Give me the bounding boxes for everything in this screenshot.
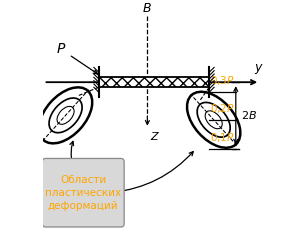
Text: $0{,}3P$: $0{,}3P$ <box>210 74 235 87</box>
Bar <box>99 77 209 87</box>
Text: $0{,}1P$: $0{,}1P$ <box>210 131 235 144</box>
Text: Области
пластических
деформаций: Области пластических деформаций <box>45 175 121 211</box>
FancyBboxPatch shape <box>43 158 124 227</box>
Text: $Z$: $Z$ <box>150 130 160 142</box>
Text: $B$: $B$ <box>143 2 152 15</box>
Text: $P$: $P$ <box>56 42 66 56</box>
Text: $y$: $y$ <box>254 62 264 76</box>
Text: $2B$: $2B$ <box>241 109 257 121</box>
Text: $0{,}2P$: $0{,}2P$ <box>210 102 235 115</box>
